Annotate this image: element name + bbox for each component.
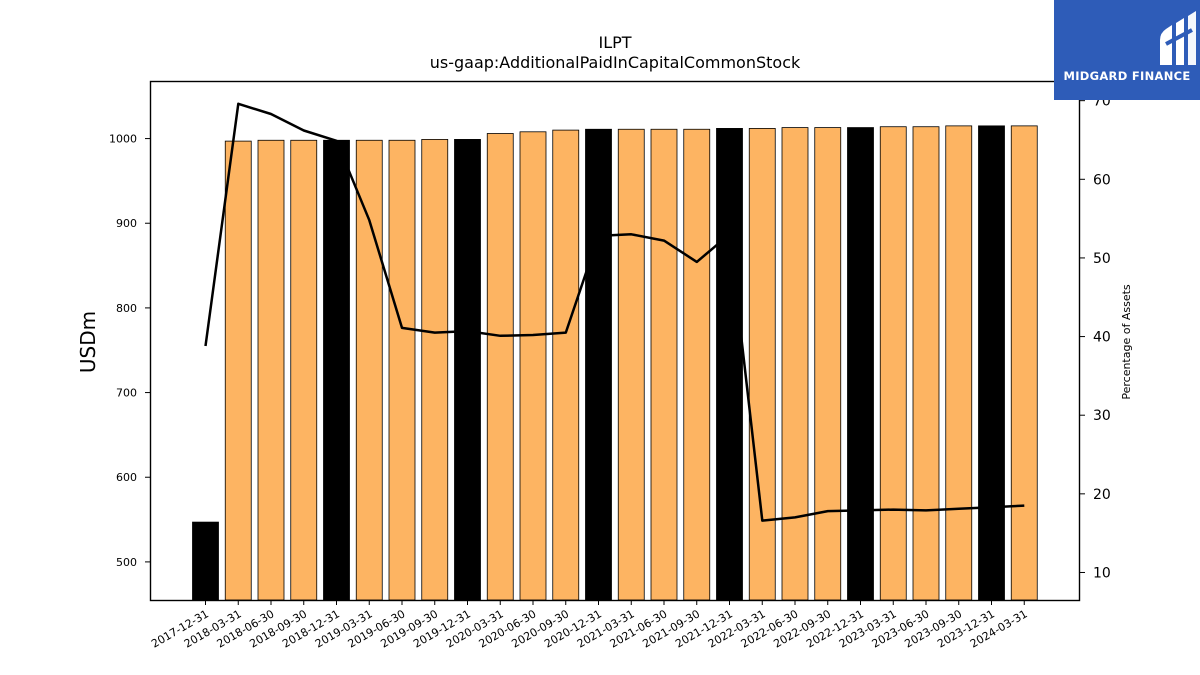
y2-tick-label: 10 xyxy=(1093,565,1111,581)
chart-subtitle: us-gaap:AdditionalPaidInCapitalCommonSto… xyxy=(430,53,801,72)
plot-frame xyxy=(149,80,1081,602)
y2-tick-label: 60 xyxy=(1093,172,1111,188)
bar xyxy=(421,139,449,601)
y-axis-label: USDm xyxy=(76,311,100,373)
percentage-of-assets-line xyxy=(204,102,1025,522)
bar xyxy=(912,126,940,601)
bar xyxy=(716,128,743,601)
y-tick-label: 500 xyxy=(116,556,137,569)
bar xyxy=(454,139,481,601)
y-tick-label: 800 xyxy=(116,302,137,315)
y2-axis-label: Percentage of Assets xyxy=(1120,284,1133,400)
y2-tick-label: 30 xyxy=(1093,408,1111,424)
bar xyxy=(945,125,973,601)
bar xyxy=(257,139,285,601)
bar xyxy=(650,128,678,601)
bar xyxy=(781,127,809,601)
bar xyxy=(683,128,711,601)
bar xyxy=(323,139,350,601)
bar xyxy=(224,140,252,601)
bar-series xyxy=(192,125,1038,601)
bar xyxy=(585,128,612,601)
x-axis-ticks: 2017-12-312018-03-312018-06-302018-09-30… xyxy=(149,600,1030,651)
y-tick-label: 1000 xyxy=(109,133,137,146)
bar xyxy=(290,139,318,601)
left-axis-ticks: 500 600 700 800 900 1000 xyxy=(109,133,150,569)
bar xyxy=(978,125,1005,601)
y2-tick-label: 40 xyxy=(1093,330,1111,346)
bar xyxy=(748,128,776,601)
y-tick-label: 900 xyxy=(116,217,137,230)
bar xyxy=(847,127,874,601)
bar xyxy=(814,127,842,601)
bar xyxy=(388,139,416,601)
midgard-logo-icon xyxy=(1160,11,1196,65)
chart-title: ILPT xyxy=(598,33,631,52)
bar xyxy=(192,521,219,601)
bar xyxy=(355,139,383,601)
bar xyxy=(617,128,645,601)
y2-tick-label: 50 xyxy=(1093,251,1111,267)
bar xyxy=(552,129,580,601)
brand-name: MIDGARD FINANCE xyxy=(1063,69,1191,83)
y2-tick-label: 20 xyxy=(1093,487,1111,503)
bar xyxy=(486,133,514,601)
brand-logo: MIDGARD FINANCE xyxy=(1054,0,1200,100)
y-tick-label: 600 xyxy=(116,471,137,484)
bar xyxy=(879,126,907,601)
bar xyxy=(1010,125,1038,601)
bar xyxy=(519,131,547,601)
y-tick-label: 700 xyxy=(116,387,137,400)
